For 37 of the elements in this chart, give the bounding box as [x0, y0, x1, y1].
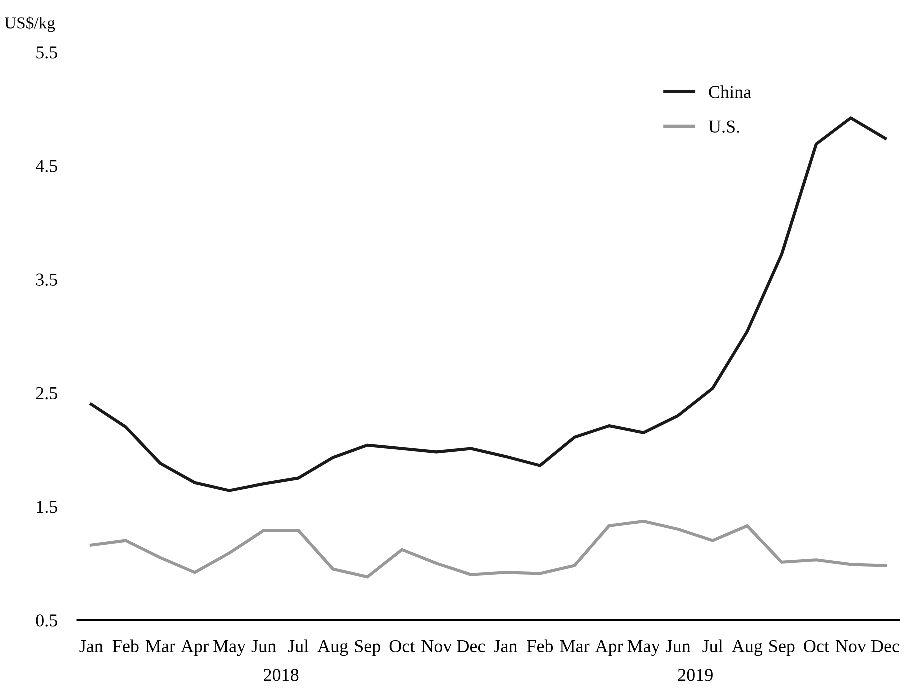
x-tick-label: Mar: [560, 640, 590, 652]
y-tick-label: 1.5: [37, 501, 58, 514]
y-tick-label: 0.5: [36, 614, 58, 627]
x-tick-label: Jul: [288, 640, 309, 652]
y-tick-label: 2.5: [36, 387, 58, 400]
x-tick-label: Jun: [666, 640, 691, 652]
x-tick-label: Apr: [181, 640, 209, 656]
x-tick-label: Feb: [112, 640, 139, 652]
x-tick-label: Sep: [355, 640, 380, 656]
y-tick-label: 5.5: [36, 46, 58, 59]
text: 2018: [264, 669, 299, 682]
legend-label: U.S.: [708, 120, 740, 133]
x-tick-label: Jul: [702, 640, 724, 652]
text: 2019: [678, 669, 713, 682]
x-tick-label: Feb: [527, 640, 554, 652]
x-tick-label: Jan: [494, 640, 518, 652]
x-tick-label: May: [628, 640, 660, 656]
x-tick-label: Jun: [252, 640, 276, 652]
x-tick-label: Nov: [422, 640, 452, 652]
x-tick-label: May: [213, 640, 246, 656]
x-tick-label: Aug: [318, 640, 348, 656]
line-series: [90, 520, 888, 579]
x-tick-label: Aug: [732, 640, 763, 656]
y-tick-label: 4.5: [36, 160, 58, 172]
x-tick-label: Oct: [390, 640, 416, 652]
x-tick-label: Dec: [457, 640, 486, 652]
legend-label: China: [709, 86, 752, 98]
y-axis-title: US$/kg: [4, 16, 56, 32]
x-tick-label: Jan: [80, 640, 104, 652]
y-tick-label: 3.5: [36, 274, 58, 286]
x-tick-label: Dec: [871, 640, 900, 652]
x-tick-label: Nov: [836, 640, 867, 652]
x-tick-label: Sep: [770, 640, 795, 656]
x-tick-label: Mar: [146, 640, 176, 652]
line-series: [90, 116, 888, 492]
x-tick-label: Oct: [804, 640, 830, 652]
x-tick-label: Apr: [595, 640, 624, 656]
